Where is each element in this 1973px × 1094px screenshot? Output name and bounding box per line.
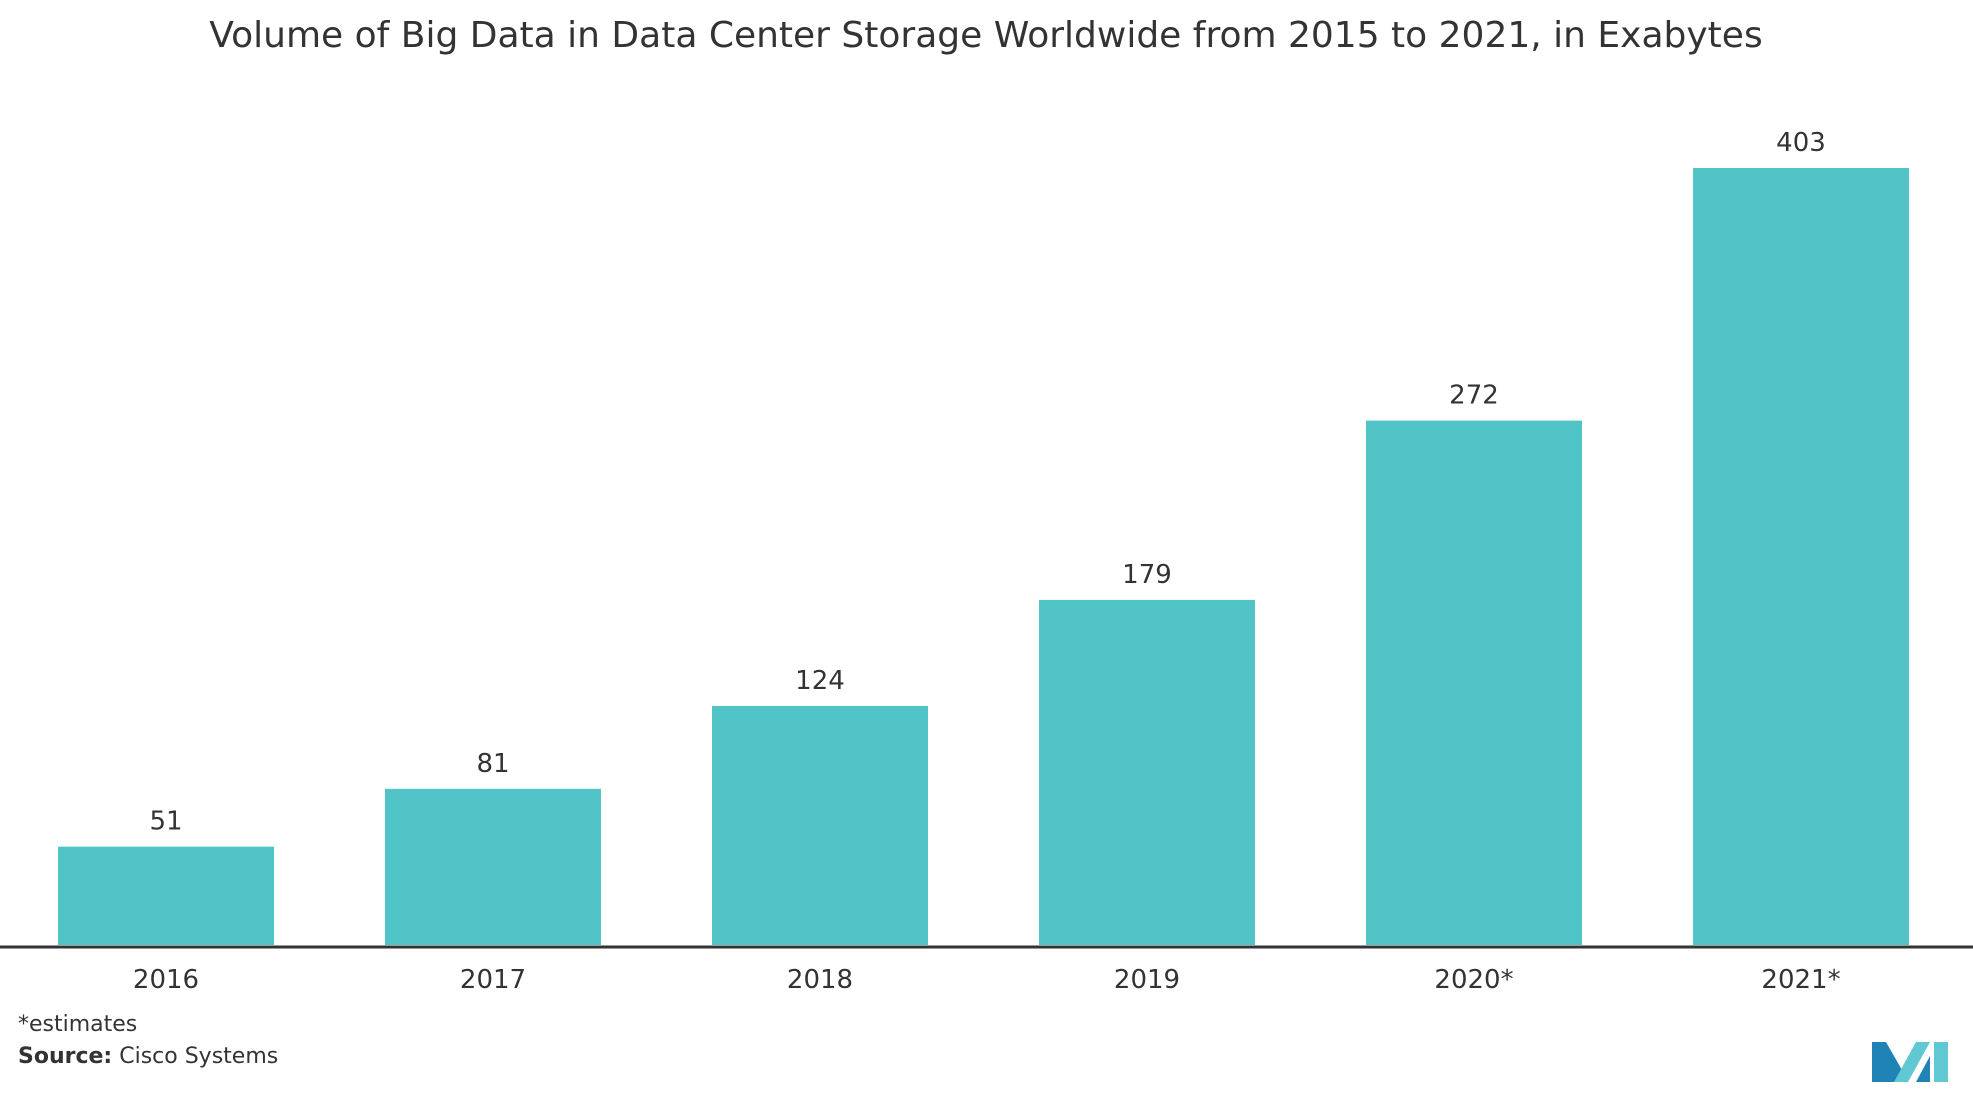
tick-labels-layer: 2016 2017 2018 2019 2020* 2021* <box>133 965 1841 995</box>
x-tick-label: 2021* <box>1761 965 1840 995</box>
bar-2016 <box>58 846 274 945</box>
value-label: 124 <box>795 666 845 696</box>
logo-middle-shape <box>1894 1042 1930 1082</box>
bars-layer <box>58 168 1909 945</box>
value-labels-layer: 51 81 124 179 272 403 <box>149 128 1825 837</box>
value-label: 272 <box>1449 381 1499 411</box>
x-tick-label: 2017 <box>460 965 526 995</box>
logo-right-bar-shape <box>1934 1042 1948 1082</box>
x-tick-label: 2020* <box>1434 965 1513 995</box>
bar-2021-est <box>1693 168 1909 945</box>
value-label: 51 <box>149 807 182 837</box>
x-tick-label: 2019 <box>1114 965 1180 995</box>
estimates-footnote: *estimates <box>18 1012 138 1037</box>
x-tick-label: 2018 <box>787 965 853 995</box>
source-footnote: Source: Cisco Systems <box>18 1044 278 1069</box>
bar-2018 <box>712 705 928 945</box>
bar-2019 <box>1039 599 1255 945</box>
value-label: 403 <box>1776 128 1826 158</box>
source-label: Source: <box>18 1044 113 1069</box>
logo-left-shape <box>1872 1042 1902 1082</box>
chart-title: Volume of Big Data in Data Center Storag… <box>209 15 1762 56</box>
x-tick-label: 2016 <box>133 965 199 995</box>
brand-logo <box>1872 1042 1948 1082</box>
bar-2020-est <box>1366 420 1582 945</box>
source-value: Cisco Systems <box>112 1044 279 1069</box>
value-label: 179 <box>1122 560 1172 590</box>
logo-right-shape <box>1916 1056 1930 1082</box>
bar-2017 <box>385 788 601 945</box>
value-label: 81 <box>476 749 509 779</box>
